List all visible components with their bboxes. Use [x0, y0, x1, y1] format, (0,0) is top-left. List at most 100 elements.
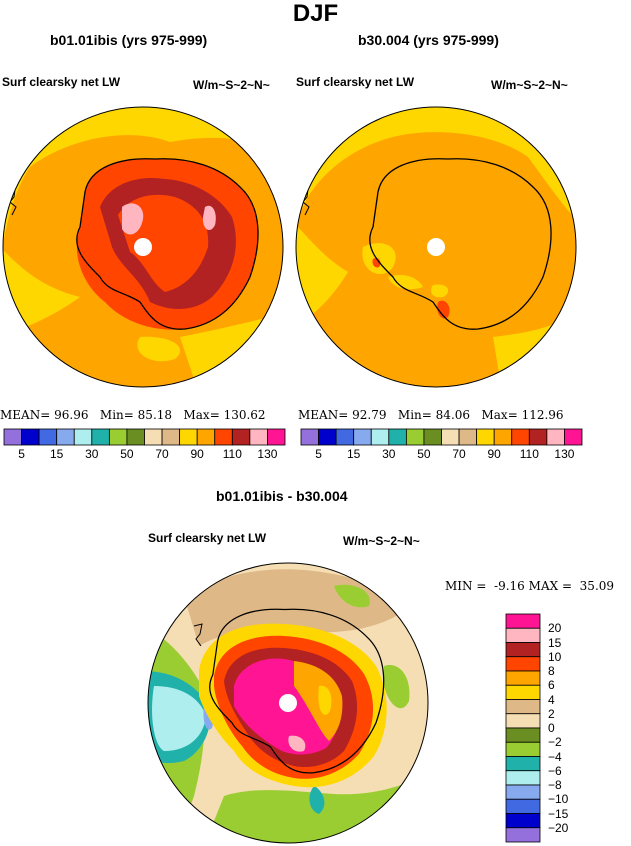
- panel-2-units: W/m~S~2~N~: [491, 78, 568, 92]
- colorbar-tick-label: 130: [554, 447, 575, 461]
- coastline: [76, 158, 259, 330]
- ocean-band-north: [296, 107, 576, 227]
- colorbar-tick-label: 50: [417, 447, 431, 461]
- max-label: Max=: [183, 408, 220, 422]
- map-frame: [147, 562, 429, 844]
- pole-hole: [279, 694, 297, 712]
- colorbar-swatch: [161, 428, 181, 446]
- colorbar-swatch: [214, 428, 233, 446]
- max-value: 130.62: [223, 408, 266, 422]
- map-frame: [295, 106, 577, 388]
- green-patch-east: [384, 665, 410, 709]
- colorbar-swatch: [38, 428, 58, 446]
- panel-1-stats: MEAN= 96.96 Min= 85.18 Max= 130.62: [0, 408, 266, 422]
- colorbar-swatch: [370, 428, 390, 446]
- colorbar-swatch: [21, 428, 40, 446]
- pink-patch-west: [122, 203, 144, 235]
- pink-patch-east: [202, 205, 216, 231]
- colorbar-tick-label: 110: [222, 447, 242, 461]
- colorbar-tick-label: 4: [548, 692, 555, 707]
- colorbar-swatch: [505, 656, 541, 672]
- light-blue-west: [152, 686, 206, 751]
- south-america-tip: [193, 623, 203, 647]
- colorbar-tick-label: 50: [120, 447, 134, 461]
- panel-2-title: b30.004 (yrs 975-999): [358, 32, 499, 48]
- red-patch-ross: [437, 300, 450, 319]
- ross-patch: [431, 284, 449, 298]
- colorbar-swatch: [108, 428, 128, 446]
- colorbar-tick-label: 8: [548, 664, 555, 678]
- colorbar-tick-label: 90: [487, 447, 501, 461]
- coastline: [209, 608, 385, 774]
- colorbar-swatch: [505, 627, 541, 643]
- panel-1-units: W/m~S~2~N~: [193, 78, 270, 92]
- colorbar-swatch: [505, 727, 541, 743]
- colorbar-tick-label: 5: [315, 447, 322, 461]
- colorbar-tick-label: 10: [548, 649, 562, 664]
- colorbar-swatch: [300, 428, 319, 446]
- colorbar-tick-label: 30: [85, 447, 99, 461]
- min-label: Min=: [99, 408, 134, 422]
- min-value: 85.18: [137, 408, 173, 422]
- ocean-band-north: [3, 107, 283, 257]
- colorbar-swatch: [546, 428, 565, 446]
- colorbar-swatch: [505, 770, 541, 786]
- colorbar-swatch: [564, 428, 583, 446]
- colorbar-tick-label: 20: [548, 621, 562, 636]
- difference-colorbar: [505, 613, 541, 843]
- colorbar-swatch: [505, 741, 541, 757]
- colorbar-tick-label: −20: [548, 820, 569, 835]
- colorbar-tick-label: 110: [519, 447, 539, 461]
- colorbar-swatch: [126, 428, 145, 446]
- colorbar-tick-label: 0: [548, 721, 555, 735]
- mean-value: 96.96: [54, 408, 89, 422]
- colorbar-swatch: [511, 428, 530, 446]
- pink-interior: [288, 735, 306, 752]
- difference-units: W/m~S~2~N~: [343, 534, 420, 548]
- colorbar-swatch: [441, 428, 460, 446]
- panel-1-variable: Surf clearsky net LW: [2, 75, 121, 89]
- max-label: Max=: [481, 408, 518, 422]
- ocean-patch: [137, 336, 181, 362]
- mean-value: 92.79: [352, 408, 387, 422]
- panel-1-colorbar-labels: 5 15 30 50 70 90 110 130: [0, 447, 290, 463]
- colorbar-tick-label: 2: [548, 706, 555, 721]
- min-label: MIN =: [445, 579, 487, 593]
- min-value: 84.06: [435, 408, 471, 422]
- colorbar-swatch: [505, 713, 541, 729]
- ice-shelf-patch: [388, 275, 423, 290]
- colorbar-swatch: [458, 428, 478, 446]
- panel-1-colorbar: [3, 428, 286, 446]
- colorbar-swatch: [528, 428, 548, 446]
- difference-colorbar-labels: 20 15 10 8 6 4 2 0 −2 −4 −6 −8 −10 −15 −20: [544, 613, 604, 843]
- colorbar-swatch: [249, 428, 268, 446]
- colorbar-swatch: [505, 642, 541, 658]
- min-value: -9.16: [494, 579, 525, 593]
- colorbar-swatch: [505, 670, 541, 686]
- colorbar-swatch: [335, 428, 355, 446]
- colorbar-swatch: [196, 428, 216, 446]
- colorbar-swatch: [505, 813, 541, 829]
- colorbar-tick-label: −15: [548, 806, 569, 821]
- map-frame: [2, 106, 284, 388]
- difference-variable: Surf clearsky net LW: [148, 531, 267, 545]
- colorbar-tick-label: −2: [548, 735, 562, 750]
- colorbar-swatch: [476, 428, 495, 446]
- mean-label: MEAN=: [298, 408, 349, 422]
- colorbar-swatch: [505, 798, 541, 814]
- colorbar-tick-label: 70: [452, 447, 466, 461]
- colorbar-swatch: [318, 428, 337, 446]
- colorbar-swatch: [505, 699, 541, 715]
- panel-2-map: [295, 106, 577, 388]
- colorbar-swatch: [505, 827, 541, 843]
- colorbar-tick-label: 5: [18, 447, 25, 461]
- green-patch-north: [334, 584, 370, 608]
- teal-patch-south: [309, 786, 325, 814]
- colorbar-swatch: [3, 428, 22, 446]
- panel-1-map: [2, 106, 284, 388]
- colorbar-tick-label: 15: [50, 447, 64, 461]
- min-label: Min=: [397, 408, 432, 422]
- colorbar-swatch: [353, 428, 372, 446]
- colorbar-tick-label: 130: [257, 447, 278, 461]
- colorbar-tick-label: −6: [548, 763, 562, 778]
